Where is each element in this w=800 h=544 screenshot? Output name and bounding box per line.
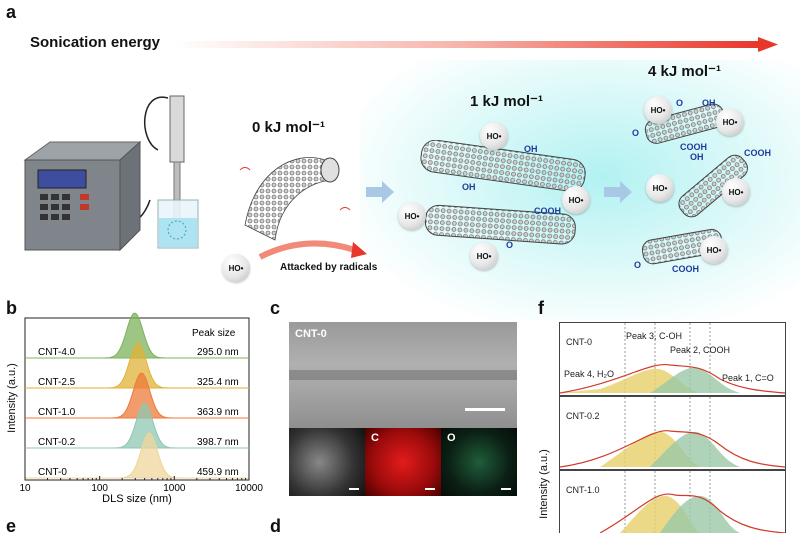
group-o-4: O	[634, 260, 642, 270]
xps-box-title-cnt02: CNT-0.2	[566, 411, 600, 421]
group-cooh-4: COOH	[672, 264, 699, 274]
dls-peak-size-label: 459.9 nm	[197, 467, 239, 478]
radical-5: HO•	[644, 96, 672, 124]
dls-x-label: DLS size (nm)	[102, 493, 172, 505]
dls-peak-size-label: 398.7 nm	[197, 437, 239, 448]
panel-c-letter: c	[270, 298, 281, 318]
radical-3: HO•	[398, 202, 426, 230]
cnt-1kj-illustration	[420, 140, 586, 245]
group-oh-3: OH	[702, 98, 716, 108]
group-oh-1: OH	[524, 144, 538, 154]
dls-chart: CNT-4.0 295.0 nm CNT-2.5 325.4 nm CNT-1.0 363…	[19, 312, 263, 505]
radical-7: HO•	[646, 174, 674, 202]
group-o-2: O	[676, 98, 684, 108]
dls-series-label: CNT-0.2	[38, 437, 76, 448]
stem-map	[289, 428, 365, 496]
tem-title: CNT-0	[295, 328, 327, 340]
peak1-label: Peak 1, C=O	[722, 373, 774, 383]
group-oh-2: OH	[462, 182, 476, 192]
dls-x-tick-label: 100	[91, 483, 108, 494]
xps-y-label: Intensity (a.u.)	[538, 449, 550, 519]
group-o-3: O	[632, 128, 640, 138]
attack-arrow	[258, 240, 367, 260]
dls-peak-size-label: 363.9 nm	[197, 407, 239, 418]
panel-f-letter: f	[538, 298, 544, 318]
panel-d-letter: d	[270, 516, 281, 536]
xps-box-cnt02: CNT-0.2	[559, 396, 786, 470]
dls-x-tick-label: 10	[19, 483, 31, 494]
dls-x-tick-label: 1000	[163, 483, 186, 494]
dls-peak-size-label: 295.0 nm	[197, 347, 239, 358]
radical-2: HO•	[562, 186, 590, 214]
dls-series-label: CNT-2.5	[38, 377, 76, 388]
xps-cnt10-plot	[599, 471, 785, 533]
dls-series-label: CNT-1.0	[38, 407, 76, 418]
xps-box-title-cnt10: CNT-1.0	[566, 485, 600, 495]
xps-box-title-cnt0: CNT-0	[566, 337, 593, 347]
xps-box-cnt0: CNT-0 Peak 3, C-OH Peak 2, COOH Peak 4, …	[559, 322, 786, 396]
radical-0: HO•	[222, 254, 250, 282]
tem-image: CNT-0	[289, 322, 517, 428]
group-oh-4: OH	[690, 152, 704, 162]
group-cooh-3: COOH	[744, 148, 771, 158]
xps-cnt0-plot	[560, 323, 785, 395]
xps-box-cnt10: CNT-1.0	[559, 470, 786, 533]
dls-peak-size-label: 325.4 nm	[197, 377, 239, 388]
peak4-label: Peak 4, H₂O	[564, 369, 615, 379]
radical-4: HO•	[470, 242, 498, 270]
radical-1: HO•	[480, 122, 508, 150]
map-label-o: O	[447, 432, 456, 444]
oxygen-map: O	[441, 428, 517, 496]
scale-bar	[465, 408, 505, 411]
peak-size-header: Peak size	[192, 328, 236, 339]
energy-label-1: 1 kJ mol⁻¹	[470, 93, 543, 110]
panel-e-letter: e	[6, 516, 17, 536]
map-label-c: C	[371, 432, 379, 444]
panel-b-letter: b	[6, 298, 17, 318]
energy-label-4: 4 kJ mol⁻¹	[648, 63, 721, 80]
xps-cnt02-plot	[560, 397, 785, 469]
group-o-1: O	[506, 240, 514, 250]
carbon-map: C	[365, 428, 441, 496]
energy-label-0: 0 kJ mol⁻¹	[252, 119, 325, 136]
radical-6: HO•	[716, 108, 744, 136]
sonication-energy-label: Sonication energy	[30, 34, 161, 51]
process-arrow-2	[604, 181, 632, 203]
peak3-label: Peak 3, C-OH	[626, 331, 683, 341]
process-arrow-1	[366, 181, 394, 203]
radical-9: HO•	[700, 236, 728, 264]
dls-series-label: CNT-0	[38, 467, 67, 478]
dls-series-label: CNT-4.0	[38, 347, 76, 358]
dls-x-tick-label: 10000	[235, 483, 263, 494]
cnt-bundle-illustration	[239, 157, 351, 241]
group-cooh-2: COOH	[680, 142, 707, 152]
radical-8: HO•	[722, 178, 750, 206]
energy-arrow	[174, 37, 778, 52]
attack-label: Attacked by radicals	[280, 262, 378, 273]
sonicator-illustration	[23, 95, 199, 252]
panel-a-letter: a	[6, 2, 17, 22]
group-cooh-1: COOH	[534, 206, 561, 216]
peak2-label: Peak 2, COOH	[670, 345, 731, 355]
